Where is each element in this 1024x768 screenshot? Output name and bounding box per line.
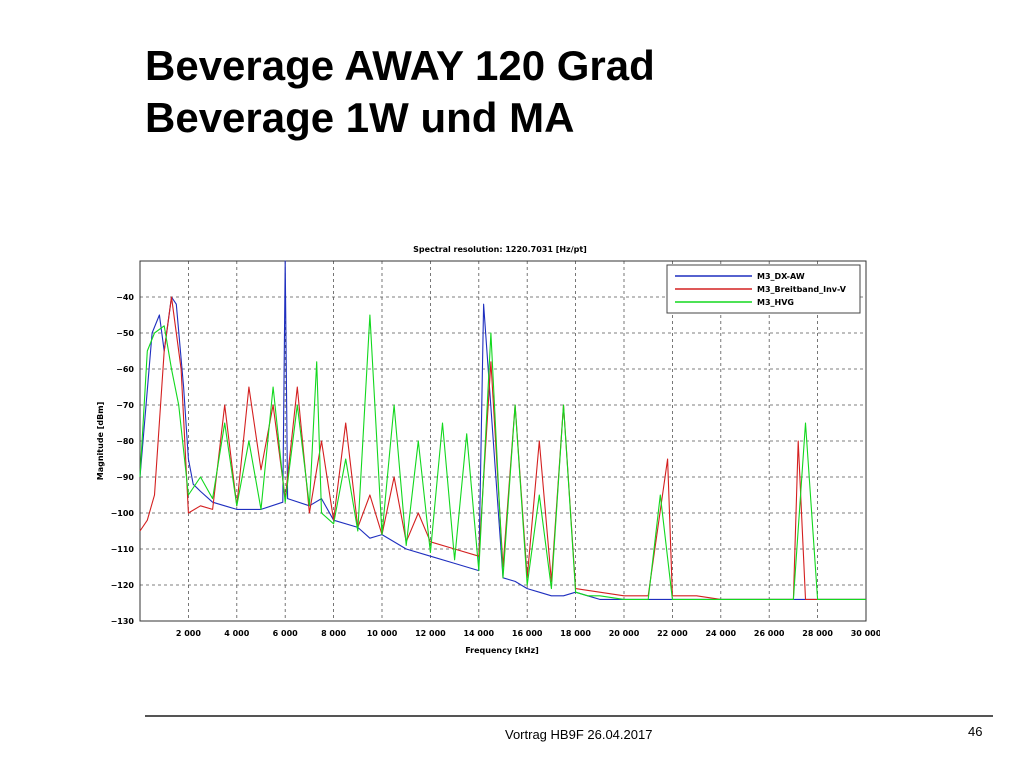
series-line-3	[139, 314, 866, 600]
x-tick-label: 16 000	[512, 629, 543, 638]
chart-legend: M3_DX-AW M3_Breitband_Inv-V M3_HVG	[666, 264, 861, 314]
series-line-2	[139, 296, 866, 600]
y-tick-label: −100	[111, 509, 135, 518]
x-axis: 2 000 4 000 6 000 8 000 10 000 12 000 14 000 16…	[176, 629, 880, 638]
slide-title: Beverage AWAY 120 Grad Beverage 1W und M…	[145, 40, 655, 144]
y-tick-label: −110	[111, 545, 135, 554]
chart-title: Spectral resolution: 1220.7031 [Hz/pt]	[413, 245, 587, 254]
x-tick-label: 8 000	[321, 629, 346, 638]
x-tick-label: 30 000	[851, 629, 880, 638]
spectrum-chart: Spectral resolution: 1220.7031 [Hz/pt] 2…	[90, 238, 880, 658]
y-tick-label: −60	[116, 365, 134, 374]
footer-text: Vortrag HB9F 26.04.2017	[505, 727, 653, 742]
page-number: 46	[968, 724, 983, 739]
y-tick-label: −80	[116, 437, 134, 446]
x-tick-label: 12 000	[415, 629, 446, 638]
footer-rule	[145, 715, 993, 717]
slide-title-line-2: Beverage 1W und MA	[145, 94, 575, 141]
x-tick-label: 6 000	[273, 629, 298, 638]
x-tick-label: 18 000	[560, 629, 591, 638]
y-tick-label: −40	[116, 293, 134, 302]
x-axis-label: Frequency [kHz]	[465, 646, 539, 655]
x-tick-label: 14 000	[463, 629, 494, 638]
legend-label: M3_DX-AW	[757, 272, 805, 281]
x-tick-label: 20 000	[609, 629, 640, 638]
x-tick-label: 28 000	[802, 629, 833, 638]
y-tick-label: −50	[116, 329, 134, 338]
x-tick-label: 2 000	[176, 629, 201, 638]
x-tick-label: 4 000	[224, 629, 249, 638]
y-tick-label: −90	[116, 473, 134, 482]
x-tick-label: 10 000	[367, 629, 398, 638]
series-group	[139, 260, 866, 600]
y-tick-label: −70	[116, 401, 134, 410]
y-axis-label: Magnitude [dBm]	[96, 402, 105, 480]
series-line-1	[139, 260, 866, 600]
slide-title-line-1: Beverage AWAY 120 Grad	[145, 42, 655, 89]
plot-frame	[139, 260, 867, 622]
legend-label: M3_HVG	[757, 298, 794, 307]
y-tick-label: −120	[111, 581, 135, 590]
x-tick-label: 22 000	[657, 629, 688, 638]
x-tick-label: 24 000	[705, 629, 736, 638]
legend-label: M3_Breitband_Inv-V	[757, 285, 847, 294]
x-tick-label: 26 000	[754, 629, 785, 638]
y-tick-label: −130	[111, 617, 135, 626]
y-axis: −130 −120 −110 −100 −90 −80 −70 −60 −50 −40	[111, 293, 135, 626]
